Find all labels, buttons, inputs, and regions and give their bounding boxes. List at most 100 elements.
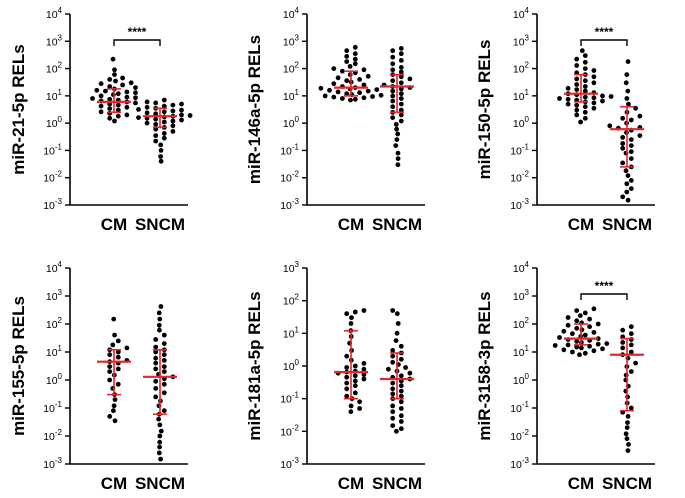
- data-point-cm: [582, 94, 588, 100]
- chart-panel-5: 10-3 10-2 10-1 100 101 102 103 miR-181a-5p RELs…: [245, 260, 425, 493]
- data-point-sncm: [398, 426, 404, 432]
- data-point-cm: [574, 56, 580, 62]
- data-point-cm: [115, 338, 121, 344]
- data-point-cm: [361, 67, 367, 73]
- data-point-cm: [107, 414, 113, 419]
- data-point-cm: [107, 106, 113, 111]
- data-point-sncm: [398, 118, 404, 124]
- data-point-sncm: [398, 383, 404, 389]
- data-point-cm: [98, 109, 104, 115]
- data-point-cm: [115, 102, 121, 108]
- data-point-sncm: [398, 69, 404, 75]
- data-point-cm: [340, 68, 345, 74]
- data-point-sncm: [161, 103, 167, 109]
- data-point-sncm: [395, 150, 401, 156]
- data-point-sncm: [628, 117, 634, 123]
- data-point-cm: [582, 66, 588, 71]
- data-point-cm: [352, 363, 358, 369]
- data-point-sncm: [398, 91, 404, 97]
- data-point-sncm: [390, 98, 396, 104]
- data-point-sncm: [620, 345, 626, 351]
- data-point-sncm: [158, 304, 164, 309]
- data-point-cm: [107, 96, 113, 102]
- data-point-cm: [115, 113, 121, 119]
- data-point-sncm: [620, 327, 626, 333]
- data-point-cm: [374, 87, 380, 92]
- data-point-cm: [107, 369, 113, 374]
- chart-panel-6: 10-3 10-2 10-1 100 101 102 103 104 miR-3158-3p R…: [475, 260, 655, 493]
- data-point-sncm: [390, 67, 396, 73]
- y-tick-label: 102: [46, 61, 63, 76]
- data-point-cm: [361, 95, 367, 101]
- data-point-cm: [115, 107, 121, 113]
- x-category-label: CM: [568, 215, 594, 234]
- data-point-sncm: [390, 380, 396, 386]
- data-point-sncm: [633, 105, 638, 111]
- y-tick-label: 104: [283, 6, 300, 21]
- data-point-sncm: [158, 154, 164, 159]
- y-tick-label: 10-2: [43, 428, 62, 443]
- data-point-sncm: [156, 450, 162, 456]
- data-point-cm: [565, 96, 571, 102]
- data-point-cm: [94, 87, 100, 93]
- data-point-sncm: [628, 349, 634, 355]
- y-tick-label: 100: [513, 115, 530, 130]
- data-point-cm: [570, 331, 575, 337]
- data-point-cm: [107, 115, 113, 121]
- data-point-sncm: [398, 356, 404, 362]
- data-point-cm: [115, 366, 121, 372]
- data-point-sncm: [398, 107, 404, 113]
- data-point-sncm: [161, 97, 167, 103]
- data-point-sncm: [157, 433, 163, 439]
- data-point-sncm: [153, 394, 159, 400]
- data-point-sncm: [390, 348, 396, 353]
- y-tick-label: 10-1: [43, 142, 62, 157]
- data-point-cm: [357, 77, 362, 82]
- data-point-cm: [591, 330, 597, 335]
- data-point-cm: [344, 54, 350, 59]
- data-point-sncm: [161, 352, 167, 358]
- data-point-cm: [582, 350, 588, 356]
- data-point-cm: [112, 72, 117, 77]
- data-point-sncm: [403, 365, 408, 370]
- x-category-label: SNCM: [372, 215, 422, 234]
- significance-bracket: [580, 39, 628, 46]
- data-point-sncm: [398, 101, 404, 107]
- data-point-cm: [361, 308, 367, 313]
- data-point-sncm: [398, 388, 404, 394]
- data-point-sncm: [390, 415, 396, 421]
- data-point-sncm: [393, 338, 399, 343]
- data-point-cm: [133, 85, 138, 90]
- data-point-sncm: [170, 118, 176, 124]
- data-point-cm: [124, 112, 130, 118]
- data-point-cm: [582, 104, 588, 110]
- data-point-cm: [349, 315, 354, 321]
- data-point-cm: [318, 85, 324, 91]
- data-point-cm: [595, 341, 601, 347]
- x-category-label: SNCM: [602, 474, 652, 493]
- y-tick-label: 10-2: [510, 170, 529, 185]
- data-point-sncm: [179, 107, 184, 113]
- data-point-cm: [112, 118, 117, 124]
- data-point-cm: [600, 346, 605, 352]
- data-point-sncm: [153, 116, 159, 122]
- data-point-cm: [361, 372, 367, 377]
- data-point-sncm: [398, 112, 404, 118]
- data-point-cm: [352, 383, 358, 389]
- data-point-sncm: [623, 168, 629, 174]
- data-point-sncm: [161, 364, 167, 369]
- data-point-cm: [574, 318, 580, 324]
- data-point-cm: [344, 353, 350, 359]
- y-tick-label: 104: [513, 6, 530, 21]
- data-point-cm: [347, 64, 353, 69]
- data-point-sncm: [398, 399, 404, 405]
- data-point-sncm: [623, 431, 629, 437]
- data-point-cm: [335, 89, 341, 95]
- data-point-cm: [103, 88, 108, 94]
- data-point-cm: [352, 390, 358, 396]
- data-point-sncm: [398, 65, 404, 70]
- data-point-cm: [574, 107, 580, 113]
- data-point-cm: [348, 321, 354, 326]
- data-point-sncm: [398, 58, 404, 63]
- data-point-cm: [591, 80, 597, 86]
